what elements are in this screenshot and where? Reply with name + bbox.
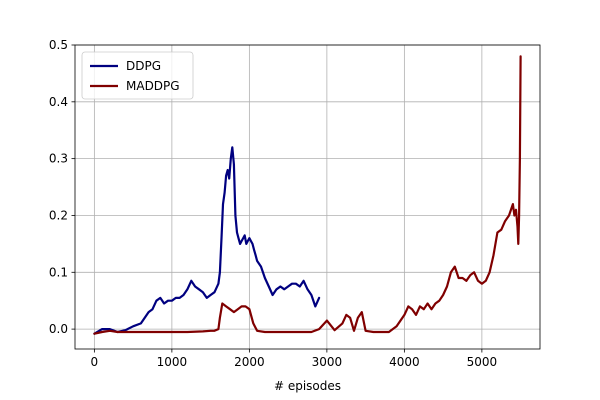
y-tick-label: 0.0 (49, 322, 68, 336)
x-tick-label: 3000 (312, 355, 343, 369)
legend-box (81, 51, 194, 100)
series-line-maddpg (93, 55, 522, 335)
legend-label: MADDPG (126, 79, 180, 93)
legend: DDPG MADDPG (81, 51, 194, 100)
series-lines (93, 55, 522, 335)
plot-frame (74, 44, 541, 350)
y-tick-label: 0.1 (49, 265, 68, 279)
x-tick-label: 1000 (157, 355, 188, 369)
x-tick-label: 2000 (234, 355, 265, 369)
y-tick-label: 0.4 (49, 95, 68, 109)
y-tick-label: 0.5 (49, 38, 68, 52)
series-line-ddpg (93, 146, 321, 335)
x-tick-label: 5000 (467, 355, 498, 369)
axis-ticks: 0 1000 2000 3000 4000 5000 0.0 0.1 0.2 0.3 0.4 0.5 (49, 38, 497, 369)
x-axis-label: # episodes (274, 379, 341, 393)
x-tick-label: 4000 (389, 355, 420, 369)
x-tick-label: 0 (91, 355, 99, 369)
y-tick-label: 0.3 (49, 152, 68, 166)
legend-label: DDPG (126, 59, 161, 73)
y-tick-label: 0.2 (49, 208, 68, 222)
